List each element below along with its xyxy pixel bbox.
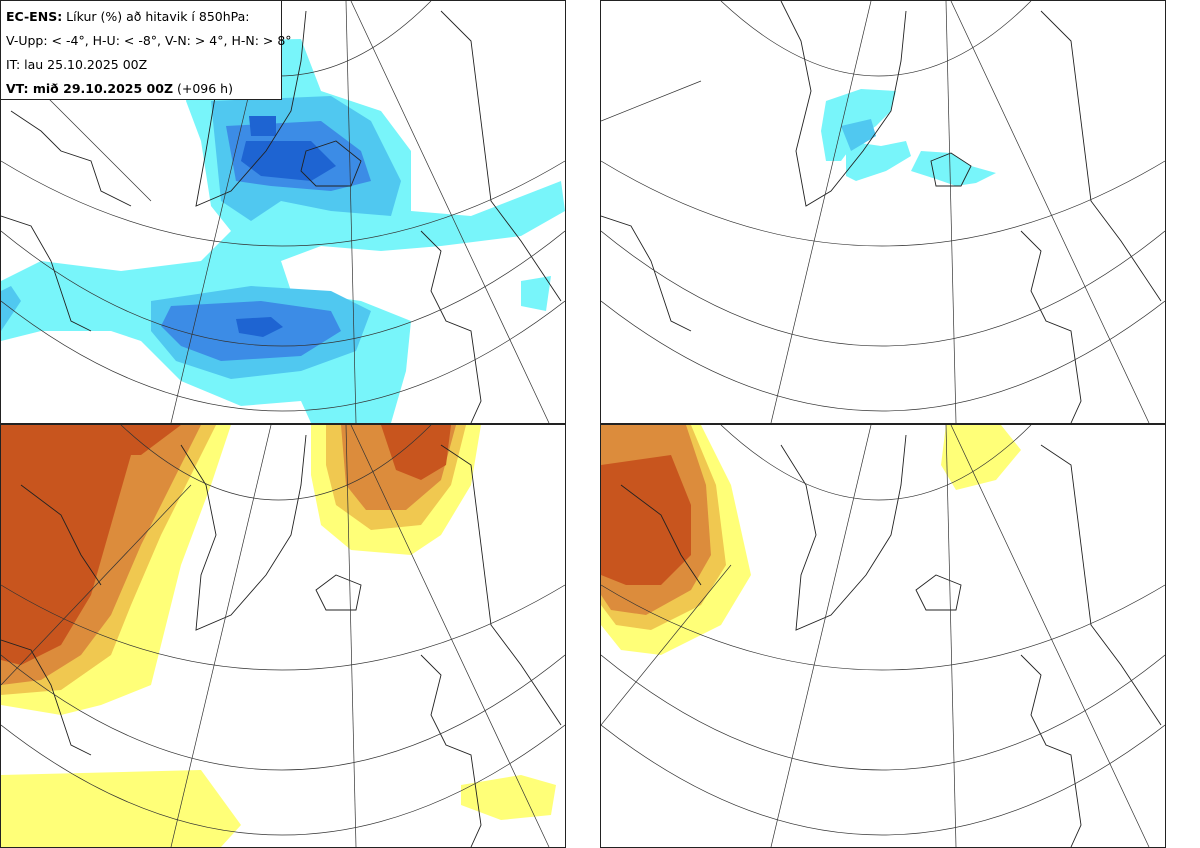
- product-name: EC-ENS:: [6, 9, 63, 24]
- graticule: [601, 1, 1165, 423]
- coastlines: [1, 1, 562, 423]
- valid-time-value: VT: mið 29.10.2025 00Z: [6, 81, 174, 96]
- graticule: [601, 425, 1165, 847]
- product-description: Líkur (%) að hitavik í 850hPa:: [62, 9, 250, 24]
- probability-field: [821, 89, 996, 186]
- probability-field: [1, 39, 565, 423]
- initial-time: IT: lau 25.10.2025 00Z: [6, 57, 148, 72]
- probability-field: [601, 425, 1021, 655]
- map-canvas: [601, 425, 1165, 847]
- map-legend-header: EC-ENS: Líkur (%) að hitavik í 850hPa: V…: [0, 0, 292, 101]
- map-canvas: [601, 1, 1165, 423]
- map-canvas: [1, 1, 565, 423]
- product-title: EC-ENS: Líkur (%) að hitavik í 850hPa:: [6, 5, 276, 29]
- lead-time: (+096 h): [173, 81, 233, 96]
- valid-time: VT: mið 29.10.2025 00Z (+096 h): [6, 77, 276, 101]
- map-panel-cold-8: 1009565355: [600, 0, 1166, 424]
- map-panel-warm-4: 1009565355: [0, 424, 566, 848]
- graticule: [1, 425, 565, 847]
- map-canvas: [1, 425, 565, 847]
- probability-field: [1, 425, 556, 847]
- coastlines: [620, 434, 1162, 847]
- map-panel-warm-8: 1009565355: [600, 424, 1166, 848]
- coastlines: [601, 1, 1162, 423]
- threshold-definitions: V-Upp: < -4°, H-U: < -8°, V-N: > 4°, H-N…: [6, 33, 292, 48]
- map-panel-cold-4: 1009565355: [0, 0, 566, 424]
- coastlines: [1, 434, 562, 847]
